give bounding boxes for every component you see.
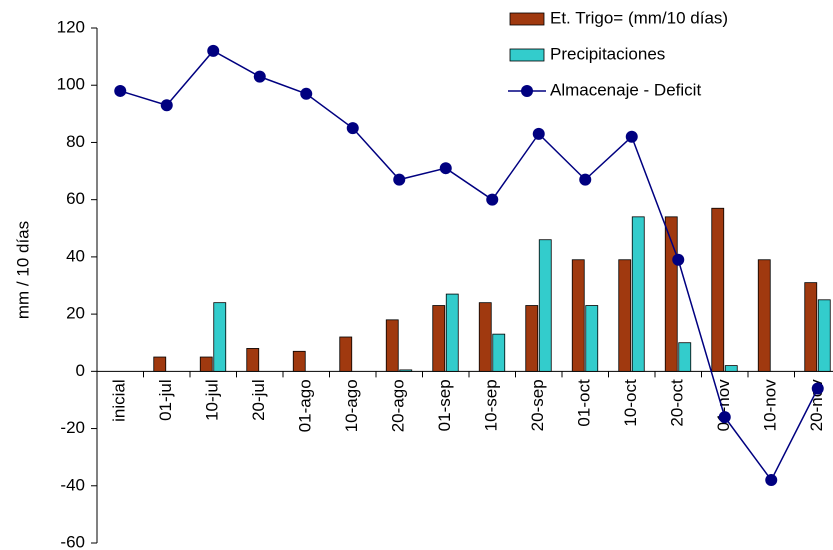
legend-label: Precipitaciones: [550, 44, 665, 63]
line-marker: [672, 253, 685, 266]
x-tick-label: 10-jul: [203, 379, 222, 421]
y-tick-label: 0: [76, 361, 85, 380]
bar: [432, 305, 446, 372]
line-marker: [346, 122, 359, 135]
legend-swatch: [521, 85, 533, 97]
y-tick-label: 60: [66, 189, 85, 208]
bar: [478, 302, 492, 372]
bar: [585, 305, 599, 372]
bar: [445, 293, 459, 372]
line-marker: [625, 130, 638, 143]
bar: [724, 365, 738, 372]
bar: [678, 342, 692, 372]
x-tick-label: 01-nov: [714, 379, 733, 431]
line-marker: [439, 162, 452, 175]
line-marker: [811, 382, 824, 395]
bar: [538, 239, 552, 372]
line-marker: [160, 99, 173, 112]
bar: [804, 282, 818, 372]
line: [120, 49, 819, 482]
x-tick-label: 20-jul: [249, 379, 268, 421]
bar: [492, 333, 506, 372]
x-tick-label: 01-ago: [296, 379, 315, 432]
bar: [631, 216, 645, 372]
bar: [618, 259, 632, 372]
line-marker: [114, 84, 127, 97]
line-marker: [393, 173, 406, 186]
bar: [817, 299, 831, 372]
x-tick-label: 10-oct: [621, 379, 640, 427]
line-marker: [300, 87, 313, 100]
line-marker: [253, 70, 266, 83]
y-tick-label: -40: [60, 475, 85, 494]
x-tick-label: inicial: [110, 379, 129, 422]
y-tick-label: -60: [60, 532, 85, 550]
legend-label: Et. Trigo= (mm/10 días): [550, 8, 728, 27]
bar: [385, 319, 399, 372]
y-tick-label: 80: [66, 132, 85, 151]
legend-swatch: [509, 48, 545, 62]
y-tick-label: 100: [57, 75, 85, 94]
bar: [571, 259, 585, 372]
x-tick-label: 20-oct: [668, 379, 687, 427]
bar: [757, 259, 771, 372]
y-tick-label: 40: [66, 246, 85, 265]
x-tick-label: 10-sep: [482, 379, 501, 431]
x-tick-label: 20-sep: [528, 379, 547, 431]
bar: [199, 356, 213, 372]
y-tick-label: 20: [66, 304, 85, 323]
x-tick-label: 01-sep: [435, 379, 454, 431]
legend-label: Almacenaje - Deficit: [550, 80, 701, 99]
line-marker: [532, 127, 545, 140]
y-tick-label: 120: [57, 17, 85, 36]
bar: [711, 207, 725, 372]
bar: [525, 305, 539, 372]
line-marker: [486, 193, 499, 206]
bar: [153, 356, 167, 372]
line-marker: [207, 44, 220, 57]
x-tick-label: 01-jul: [156, 379, 175, 421]
bar: [213, 302, 227, 372]
bar: [339, 336, 353, 372]
bar: [399, 369, 413, 372]
line-marker: [579, 173, 592, 186]
y-tick-label: -20: [60, 418, 85, 437]
x-tick-label: 01-oct: [575, 379, 594, 427]
bar: [292, 350, 306, 372]
x-tick-label: 10-nov: [761, 379, 780, 431]
y-axis-label: mm / 10 días: [13, 221, 32, 319]
line-marker: [765, 474, 778, 487]
x-tick-label: 20-ago: [389, 379, 408, 432]
bar: [246, 348, 260, 372]
line-marker: [718, 411, 731, 424]
legend-swatch: [509, 12, 545, 26]
x-tick-label: 10-ago: [342, 379, 361, 432]
